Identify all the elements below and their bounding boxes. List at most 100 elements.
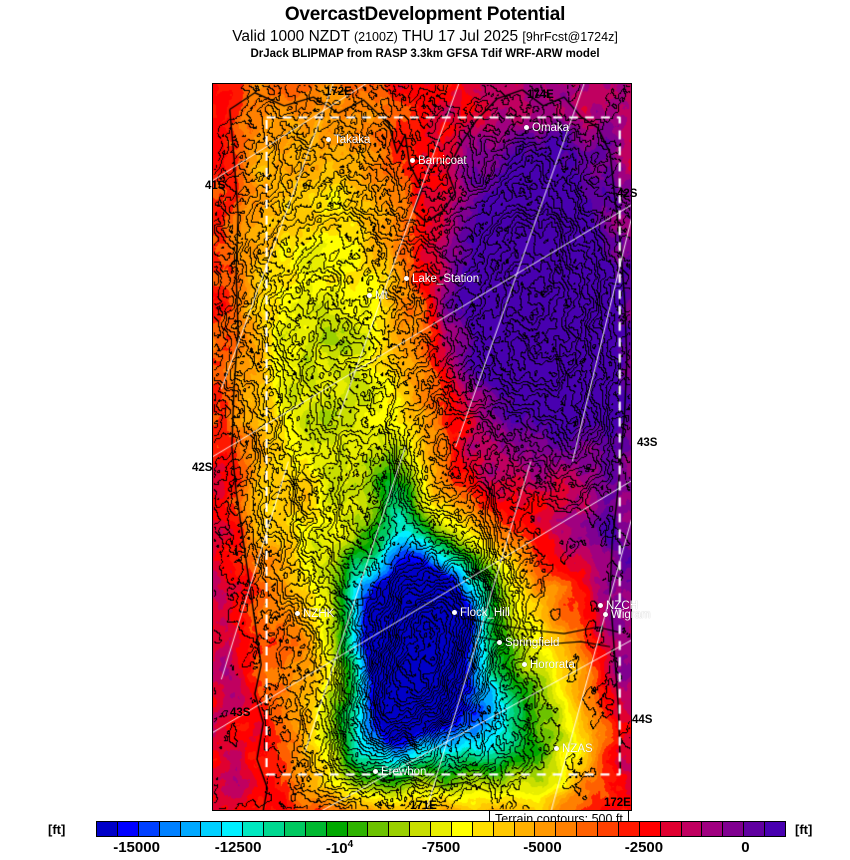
valid-prefix: Valid 1000 NZDT <box>232 28 350 45</box>
colorbar-swatch <box>431 822 452 836</box>
grid-label: 43S <box>637 437 658 449</box>
station-dot-icon <box>326 137 331 143</box>
colorbar-swatch <box>535 822 557 836</box>
station-label: Barnicoat <box>418 154 467 167</box>
colorbar-tick-label: -15000 <box>113 839 160 856</box>
model-line: DrJack BLIPMAP from RASP 3.3km GFSA Tdif… <box>250 48 600 60</box>
station-marker[interactable]: NZHK <box>295 605 334 623</box>
station-dot-icon <box>554 746 559 752</box>
station-label: Springfield <box>505 636 560 649</box>
station-marker[interactable]: Takaka <box>326 131 370 149</box>
colorbar-unit-left: [ft] <box>48 822 66 837</box>
colorbar-swatch <box>264 822 285 836</box>
forecast-tag: [9hrFcst@1724z] <box>522 30 618 44</box>
colorbar-swatch <box>723 822 745 836</box>
colorbar-tick-label: -2500 <box>624 839 664 856</box>
station-marker[interactable]: Mt <box>367 287 388 305</box>
colorbar-swatch <box>347 822 369 836</box>
colorbar-unit-right: [ft] <box>795 822 813 837</box>
valid-date: THU 17 Jul 2025 <box>401 28 519 45</box>
colorbar-swatch <box>618 822 640 836</box>
station-marker[interactable]: Lake_Station <box>404 270 479 288</box>
colorbar-swatch <box>201 822 223 836</box>
colorbar-swatch <box>598 822 619 836</box>
colorbar-block: [ft] [ft] -15000 -12500 -104 -7500 -5000 -250… <box>0 818 850 860</box>
grid-label: 42S <box>192 462 213 474</box>
title-block: OvercastDevelopment Potential Valid 1000… <box>0 0 850 62</box>
colorbar-swatch <box>577 822 598 836</box>
colorbar-swatch <box>702 822 724 836</box>
colorbar-swatch <box>410 822 431 836</box>
station-dot-icon <box>522 662 527 668</box>
colorbar-tick-label: -7500 <box>421 839 461 856</box>
colorbar-tick-label: -5000 <box>523 839 562 856</box>
colorbar-swatch <box>660 822 682 836</box>
station-label: Erewhon <box>381 765 427 778</box>
station-label: NZAS <box>562 742 593 755</box>
page-title: OvercastDevelopment Potential <box>284 4 566 25</box>
grid-label: 41S <box>205 180 226 192</box>
colorbar-swatch <box>493 822 515 836</box>
station-dot-icon <box>404 276 409 282</box>
station-label: Wigram <box>611 608 651 621</box>
grid-label: 43S <box>230 707 251 719</box>
colorbar <box>96 821 786 837</box>
colorbar-swatch <box>117 822 139 836</box>
colorbar-swatch <box>326 822 348 836</box>
grid-label: 172E <box>325 86 352 98</box>
station-label: Takaka <box>334 133 371 146</box>
station-dot-icon <box>410 158 415 164</box>
colorbar-swatch <box>389 822 411 836</box>
colorbar-swatch <box>451 822 473 836</box>
station-marker[interactable]: NZCH <box>598 597 638 615</box>
station-dot-icon <box>524 125 529 131</box>
station-label: Flock_Hill <box>460 606 510 619</box>
colorbar-swatch <box>368 822 390 836</box>
grid-label: 42S <box>617 188 638 200</box>
station-marker[interactable]: Erewhon <box>373 763 426 781</box>
valid-zulu: (2100Z) <box>353 30 398 44</box>
station-dot-icon <box>295 611 300 617</box>
station-marker[interactable]: Flock_Hill <box>452 604 510 622</box>
colorbar-tick-label: -12500 <box>214 839 262 856</box>
station-dot-icon <box>598 603 603 609</box>
station-dot-icon <box>452 610 457 616</box>
forecast-map[interactable] <box>212 83 632 811</box>
station-marker[interactable]: Barnicoat <box>410 152 467 170</box>
station-label: Mt <box>375 289 388 302</box>
colorbar-swatch <box>305 822 327 836</box>
colorbar-swatch <box>639 822 661 836</box>
colorbar-swatch <box>138 822 160 836</box>
station-marker[interactable]: Springfield <box>497 634 559 652</box>
colorbar-swatch <box>243 822 264 836</box>
colorbar-swatch <box>681 822 703 836</box>
colorbar-swatch <box>514 822 536 836</box>
colorbar-swatch <box>159 822 181 836</box>
colorbar-swatch <box>765 822 785 836</box>
map-raster <box>213 84 631 810</box>
station-dot-icon <box>367 293 372 299</box>
station-label: NZCH <box>606 599 638 612</box>
station-dot-icon <box>373 769 378 775</box>
station-label: NZHK <box>303 607 335 620</box>
colorbar-swatch <box>556 822 578 836</box>
grid-label: 171E <box>410 800 437 812</box>
station-marker[interactable]: NZAS <box>554 740 593 758</box>
colorbar-tick-label: 0 <box>741 839 750 856</box>
grid-label: 44S <box>632 714 653 726</box>
colorbar-swatch <box>97 822 118 836</box>
station-marker[interactable]: Hororata <box>522 656 575 674</box>
station-dot-icon <box>497 640 502 646</box>
station-label: Lake_Station <box>412 272 480 285</box>
colorbar-tick-label: -104 <box>325 839 354 857</box>
grid-label: 172E <box>604 797 631 809</box>
station-dot-icon <box>603 612 608 618</box>
grid-label: 174E <box>527 89 554 101</box>
colorbar-swatch <box>284 822 306 836</box>
station-marker[interactable]: Omaka <box>524 119 569 137</box>
colorbar-swatch <box>472 822 494 836</box>
station-label: Hororata <box>530 658 575 671</box>
station-label: Omaka <box>532 121 570 134</box>
colorbar-swatch <box>180 822 202 836</box>
station-marker[interactable]: Wigram <box>603 606 651 624</box>
